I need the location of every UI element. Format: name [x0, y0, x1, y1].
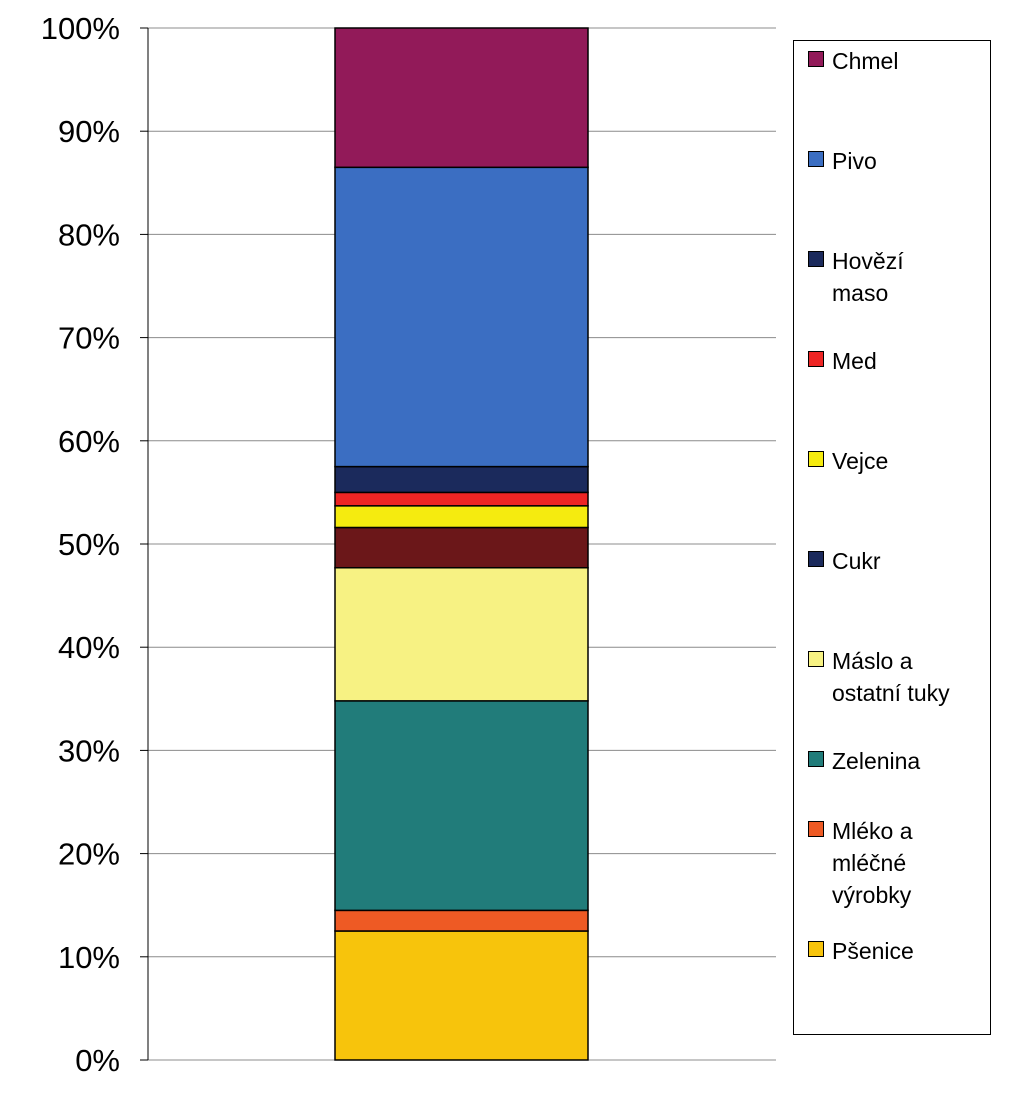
- legend-label-line: Cukr: [832, 548, 881, 574]
- legend-label: Pšenice: [832, 935, 992, 967]
- y-tick-label: 100%: [41, 11, 120, 46]
- legend-swatch: [808, 51, 824, 67]
- legend-swatch: [808, 751, 824, 767]
- y-tick-label: 30%: [58, 733, 120, 768]
- legend-label: Pivo: [832, 145, 992, 177]
- legend-label-line: maso: [832, 280, 889, 306]
- legend-label-line: Vejce: [832, 448, 889, 474]
- legend-item: Cukr: [808, 545, 992, 577]
- bar-segment-maslo-a-ostatni-tuky: [334, 566, 589, 702]
- legend-swatch: [808, 151, 824, 167]
- legend-label: Med: [832, 345, 992, 377]
- bar-segment-mleko-a-mlecne-vyrobky: [334, 909, 589, 932]
- legend-label-line: Mléko a: [832, 818, 913, 844]
- y-tick-label: 0%: [75, 1043, 120, 1078]
- y-tick-label: 10%: [58, 940, 120, 975]
- y-tick-label: 60%: [58, 424, 120, 459]
- chart-legend: Chmel Pivo Hovězí maso Med Vejce Cukr Máslo a os…: [793, 40, 991, 1035]
- legend-label-line: Pšenice: [832, 938, 914, 964]
- legend-label: Zelenina: [832, 745, 992, 777]
- y-tick-label: 50%: [58, 527, 120, 562]
- legend-label-line: Chmel: [832, 48, 899, 74]
- y-tick-label: 90%: [58, 114, 120, 149]
- legend-label: Vejce: [832, 445, 992, 477]
- bar-segment-cukr: [334, 526, 589, 569]
- legend-swatch: [808, 651, 824, 667]
- legend-swatch: [808, 821, 824, 837]
- bar-segment-chmel: [334, 27, 589, 169]
- legend-swatch: [808, 451, 824, 467]
- legend-label-line: ostatní tuky: [832, 680, 950, 706]
- legend-label-line: Med: [832, 348, 877, 374]
- legend-label: Máslo a ostatní tuky: [832, 645, 992, 709]
- legend-swatch: [808, 351, 824, 367]
- y-tick-label: 20%: [58, 837, 120, 872]
- legend-item: Pšenice: [808, 935, 992, 967]
- legend-item: Hovězí maso: [808, 245, 992, 309]
- legend-label-line: mléčné: [832, 850, 907, 876]
- legend-label-line: Máslo a: [832, 648, 913, 674]
- legend-item: Máslo a ostatní tuky: [808, 645, 992, 709]
- legend-item: Zelenina: [808, 745, 992, 777]
- legend-label-line: Hovězí: [832, 248, 904, 274]
- legend-swatch: [808, 941, 824, 957]
- legend-label: Chmel: [832, 45, 992, 77]
- bar-segment-vejce: [334, 505, 589, 529]
- bar-segment-zelenina: [334, 700, 589, 912]
- bar-segment-pivo: [334, 166, 589, 468]
- y-tick-label: 40%: [58, 630, 120, 665]
- legend-item: Med: [808, 345, 992, 377]
- bar-segment-med: [334, 491, 589, 507]
- legend-item: Chmel: [808, 45, 992, 77]
- legend-label: Mléko a mléčné výrobky: [832, 815, 992, 911]
- legend-label: Hovězí maso: [832, 245, 992, 309]
- legend-swatch: [808, 251, 824, 267]
- bar-segment-hovezi-maso: [334, 465, 589, 494]
- bar-segment-psenice: [334, 930, 589, 1061]
- legend-label-line: výrobky: [832, 882, 912, 908]
- legend-item: Vejce: [808, 445, 992, 477]
- legend-item: Pivo: [808, 145, 992, 177]
- legend-swatch: [808, 551, 824, 567]
- legend-label-line: Zelenina: [832, 748, 921, 774]
- legend-label-line: Pivo: [832, 148, 877, 174]
- y-tick-label: 80%: [58, 217, 120, 252]
- legend-item: Mléko a mléčné výrobky: [808, 815, 992, 911]
- legend-label: Cukr: [832, 545, 992, 577]
- y-tick-label: 70%: [58, 321, 120, 356]
